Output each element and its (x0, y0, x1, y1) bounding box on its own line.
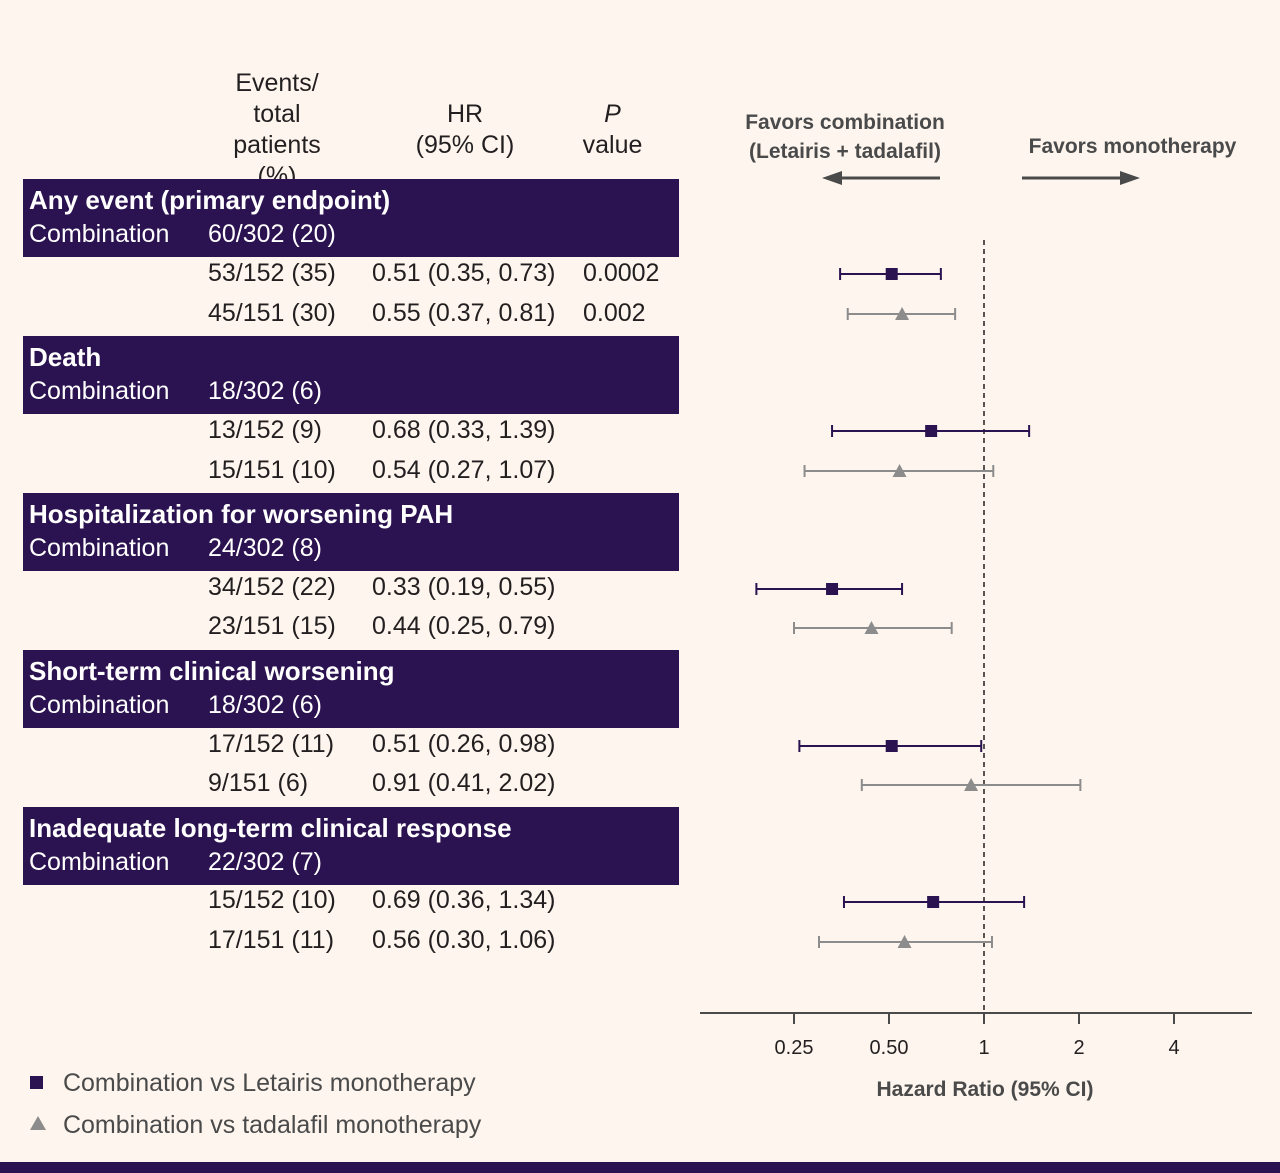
hr-point-triangle (895, 307, 910, 320)
events-cell: 13/152 (9) (208, 416, 322, 444)
x-tick-label: 4 (1168, 1037, 1179, 1059)
combination-label: Combination (29, 691, 170, 719)
x-tick-label: 0.25 (775, 1037, 814, 1059)
events-cell: 34/152 (22) (208, 573, 336, 601)
legend-label: Combination vs Letairis monotherapy (62, 1069, 476, 1097)
x-axis-title: Hazard Ratio (95% CI) (876, 1078, 1094, 1101)
group-title: Inadequate long-term clinical response (29, 813, 512, 843)
group-header-long-term: Inadequate long-term clinical response C… (23, 807, 679, 885)
combination-value: 22/302 (7) (208, 848, 322, 876)
combination-label: Combination (29, 377, 170, 405)
combination-value: 24/302 (8) (208, 534, 322, 562)
favors-combination-line1: Favors combination (745, 111, 945, 134)
combination-value: 18/302 (6) (208, 691, 322, 719)
combination-label: Combination (29, 848, 170, 876)
hr-cell: 0.68 (0.33, 1.39) (372, 416, 556, 444)
hr-point-square (927, 896, 940, 908)
group-header-death: Death Combination 18/302 (6) (23, 336, 679, 414)
left-arrow-icon (822, 171, 842, 185)
x-tick-label: 1 (978, 1037, 989, 1059)
events-cell: 17/151 (11) (208, 926, 335, 954)
legend-label: Combination vs tadalafil monotherapy (62, 1111, 482, 1139)
favors-combination-line2: (Letairis + tadalafil) (749, 140, 941, 163)
right-arrow-icon (1120, 171, 1140, 185)
group-title: Any event (primary endpoint) (29, 185, 391, 215)
hr-cell: 0.55 (0.37, 0.81) (372, 299, 556, 327)
p-value-cell: 0.002 (583, 299, 646, 327)
events-cell: 23/151 (15) (208, 612, 336, 640)
combination-value: 60/302 (20) (208, 220, 336, 248)
hr-cell: 0.51 (0.35, 0.73) (372, 259, 556, 287)
x-tick-label: 2 (1073, 1037, 1084, 1059)
events-cell: 9/151 (6) (208, 769, 309, 797)
combination-value: 18/302 (6) (208, 377, 322, 405)
hr-cell: 0.91 (0.41, 2.02) (372, 769, 556, 797)
hr-point-square (885, 740, 898, 752)
hr-column-header: HR (95% CI) (400, 99, 530, 161)
events-cell: 53/152 (35) (208, 259, 336, 287)
hr-point-triangle (864, 621, 879, 634)
events-cell: 15/152 (10) (208, 886, 336, 914)
events-cell: 45/151 (30) (208, 299, 336, 327)
legend-item-letairis: Combination vs Letairis monotherapy (30, 1069, 476, 1098)
hr-point-square (826, 583, 839, 595)
hr-cell: 0.54 (0.27, 1.07) (372, 456, 556, 484)
p-header-line2: value (582, 131, 643, 159)
hr-point-square (925, 425, 938, 437)
hr-cell: 0.69 (0.36, 1.34) (372, 886, 556, 914)
group-header-short-term: Short-term clinical worsening Combinatio… (23, 650, 679, 728)
group-header-hospitalization: Hospitalization for worsening PAH Combin… (23, 493, 679, 571)
events-header-line2: total (253, 100, 301, 128)
hr-point-triangle (897, 935, 912, 948)
triangle-marker-icon (30, 1116, 46, 1131)
hr-cell: 0.51 (0.26, 0.98) (372, 730, 556, 758)
p-value-cell: 0.0002 (583, 259, 660, 287)
events-header-line1: Events/ (235, 69, 319, 97)
p-value-column-header: P value (560, 99, 665, 161)
x-tick-label: 0.50 (870, 1037, 909, 1059)
footer-bar (0, 1162, 1280, 1173)
hr-point-triangle (892, 464, 907, 477)
group-title: Short-term clinical worsening (29, 656, 395, 686)
hr-cell: 0.33 (0.19, 0.55) (372, 573, 556, 601)
events-cell: 17/152 (11) (208, 730, 335, 758)
legend-item-tadalafil: Combination vs tadalafil monotherapy (30, 1111, 481, 1140)
events-column-header: Events/ total patients (%) (212, 68, 342, 192)
events-cell: 15/151 (10) (208, 456, 336, 484)
combination-label: Combination (29, 534, 170, 562)
hr-point-triangle (964, 778, 979, 791)
favors-combination-label: Favors combination (Letairis + tadalafil… (720, 108, 970, 166)
hr-cell: 0.44 (0.25, 0.79) (372, 612, 556, 640)
group-header-any-event: Any event (primary endpoint) Combination… (23, 179, 679, 257)
hr-header-line1: HR (446, 100, 484, 128)
group-title: Hospitalization for worsening PAH (29, 499, 454, 529)
hr-point-square (885, 268, 898, 280)
group-title: Death (29, 342, 102, 372)
square-marker-icon (30, 1075, 43, 1089)
hr-header-line2: (95% CI) (415, 131, 515, 159)
p-header-line1: P (604, 100, 621, 128)
combination-label: Combination (29, 220, 170, 248)
favors-monotherapy-label: Favors monotherapy (1028, 135, 1237, 158)
hr-cell: 0.56 (0.30, 1.06) (372, 926, 556, 954)
